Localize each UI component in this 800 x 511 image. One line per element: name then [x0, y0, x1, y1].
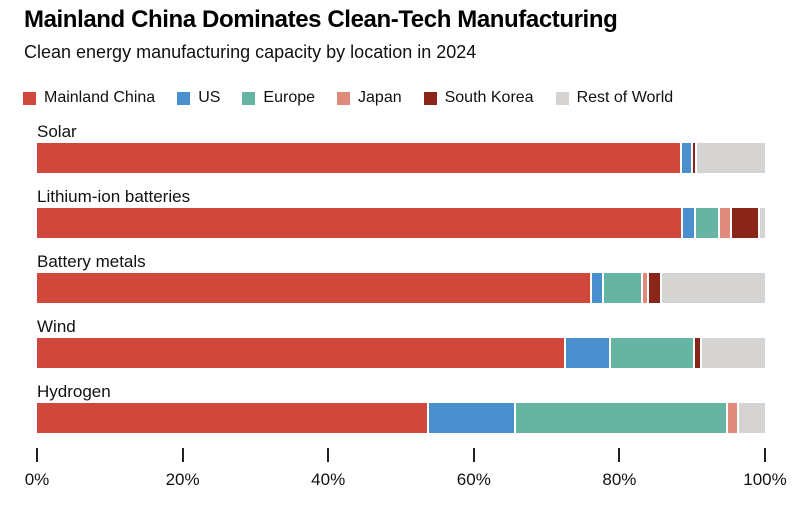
legend-swatch-icon [555, 91, 569, 105]
chart-row-battery-metals: Battery metals [37, 251, 765, 316]
bar-segment-mainland-china [37, 403, 428, 433]
bar-segment-rest-of-world [700, 338, 765, 368]
row-label: Lithium-ion batteries [37, 187, 191, 206]
legend-item-japan: Japan [337, 89, 402, 107]
bar-segment-mainland-china [37, 143, 680, 173]
bar-segment-japan [725, 403, 737, 433]
legend-swatch-icon [23, 91, 36, 105]
row-label: Wind [37, 317, 76, 336]
stacked-bar-hydrogen [37, 403, 765, 433]
bar-segment-south-korea [692, 338, 701, 368]
bar-segment-mainland-china [37, 208, 681, 238]
axis-tick-label: 0% [24, 470, 50, 489]
axis-tick [618, 448, 621, 462]
axis-tick [327, 448, 330, 462]
axis-tick [472, 448, 475, 462]
bar-segment-us [564, 338, 610, 368]
bar-segment-us [427, 403, 514, 433]
bar-segment-south-korea [730, 208, 758, 238]
axis-tick [36, 448, 38, 462]
bar-segment-rest-of-world [736, 403, 765, 433]
stacked-bar-wind [37, 338, 765, 368]
chart-row-lithium-ion-batteries: Lithium-ion batteries [37, 186, 765, 251]
axis-tick-label: 40% [311, 470, 346, 489]
chart-row-wind: Wind [37, 316, 765, 381]
row-label: Hydrogen [37, 382, 111, 401]
bar-segment-us [589, 273, 602, 303]
bar-segment-mainland-china [37, 338, 565, 368]
bar-segment-europe [694, 208, 719, 238]
axis-tick-label: 20% [165, 470, 200, 489]
bar-segment-europe [513, 403, 726, 433]
bar-segment-rest-of-world [660, 273, 765, 303]
bar-segment-south-korea [647, 273, 661, 303]
bar-segment-us [680, 208, 695, 238]
bar-segment-japan [718, 208, 731, 238]
bar-segment-japan [640, 273, 648, 303]
legend-label: Rest of World [576, 89, 674, 106]
legend-item-us: US [177, 89, 220, 107]
bar-segment-europe [609, 338, 693, 368]
legend-item-rest-of-world: Rest of World [555, 89, 674, 107]
legend-item-south-korea: South Korea [423, 89, 534, 107]
legend-label: US [198, 89, 221, 106]
bar-segment-us [679, 143, 691, 173]
legend: Mainland China US Europe Japan South Korea Re… [23, 89, 673, 107]
legend-swatch-icon [242, 91, 256, 105]
axis-tick [764, 448, 766, 462]
legend-swatch-icon [177, 91, 191, 105]
legend-item-mainland-china: Mainland China [23, 89, 155, 107]
x-axis: 0% 20% 40% 60% 80% 100% [25, 448, 787, 496]
legend-label: Europe [263, 89, 316, 106]
chart-row-hydrogen: Hydrogen [37, 381, 765, 446]
legend-item-europe: Europe [242, 89, 315, 107]
legend-label: South Korea [444, 89, 534, 106]
axis-tick-label: 60% [456, 470, 491, 489]
bar-segment-europe [601, 273, 641, 303]
row-label: Battery metals [37, 252, 146, 271]
axis-tick-label: 100% [743, 470, 787, 489]
chart-row-solar: Solar [37, 121, 765, 186]
legend-swatch-icon [337, 91, 351, 105]
legend-label: Mainland China [44, 89, 156, 106]
bar-segment-mainland-china [37, 273, 590, 303]
chart-subtitle: Clean energy manufacturing capacity by l… [24, 42, 477, 62]
legend-swatch-icon [423, 91, 437, 105]
axis-tick [181, 448, 184, 462]
stacked-bar-lithium-ion-batteries [37, 208, 765, 238]
stacked-bar-solar [37, 143, 765, 173]
chart-title: Mainland China Dominates Clean-Tech Manu… [24, 6, 618, 33]
bar-segment-south-korea [690, 143, 696, 173]
bar-segment-rest-of-world [695, 143, 765, 173]
legend-label: Japan [358, 89, 402, 106]
row-label: Solar [37, 122, 77, 141]
plot-area: Solar Lithium-ion batteries Battery metals… [25, 121, 787, 496]
axis-tick-label: 80% [602, 470, 637, 489]
stacked-bar-battery-metals [37, 273, 765, 303]
bar-segment-rest-of-world [757, 208, 765, 238]
